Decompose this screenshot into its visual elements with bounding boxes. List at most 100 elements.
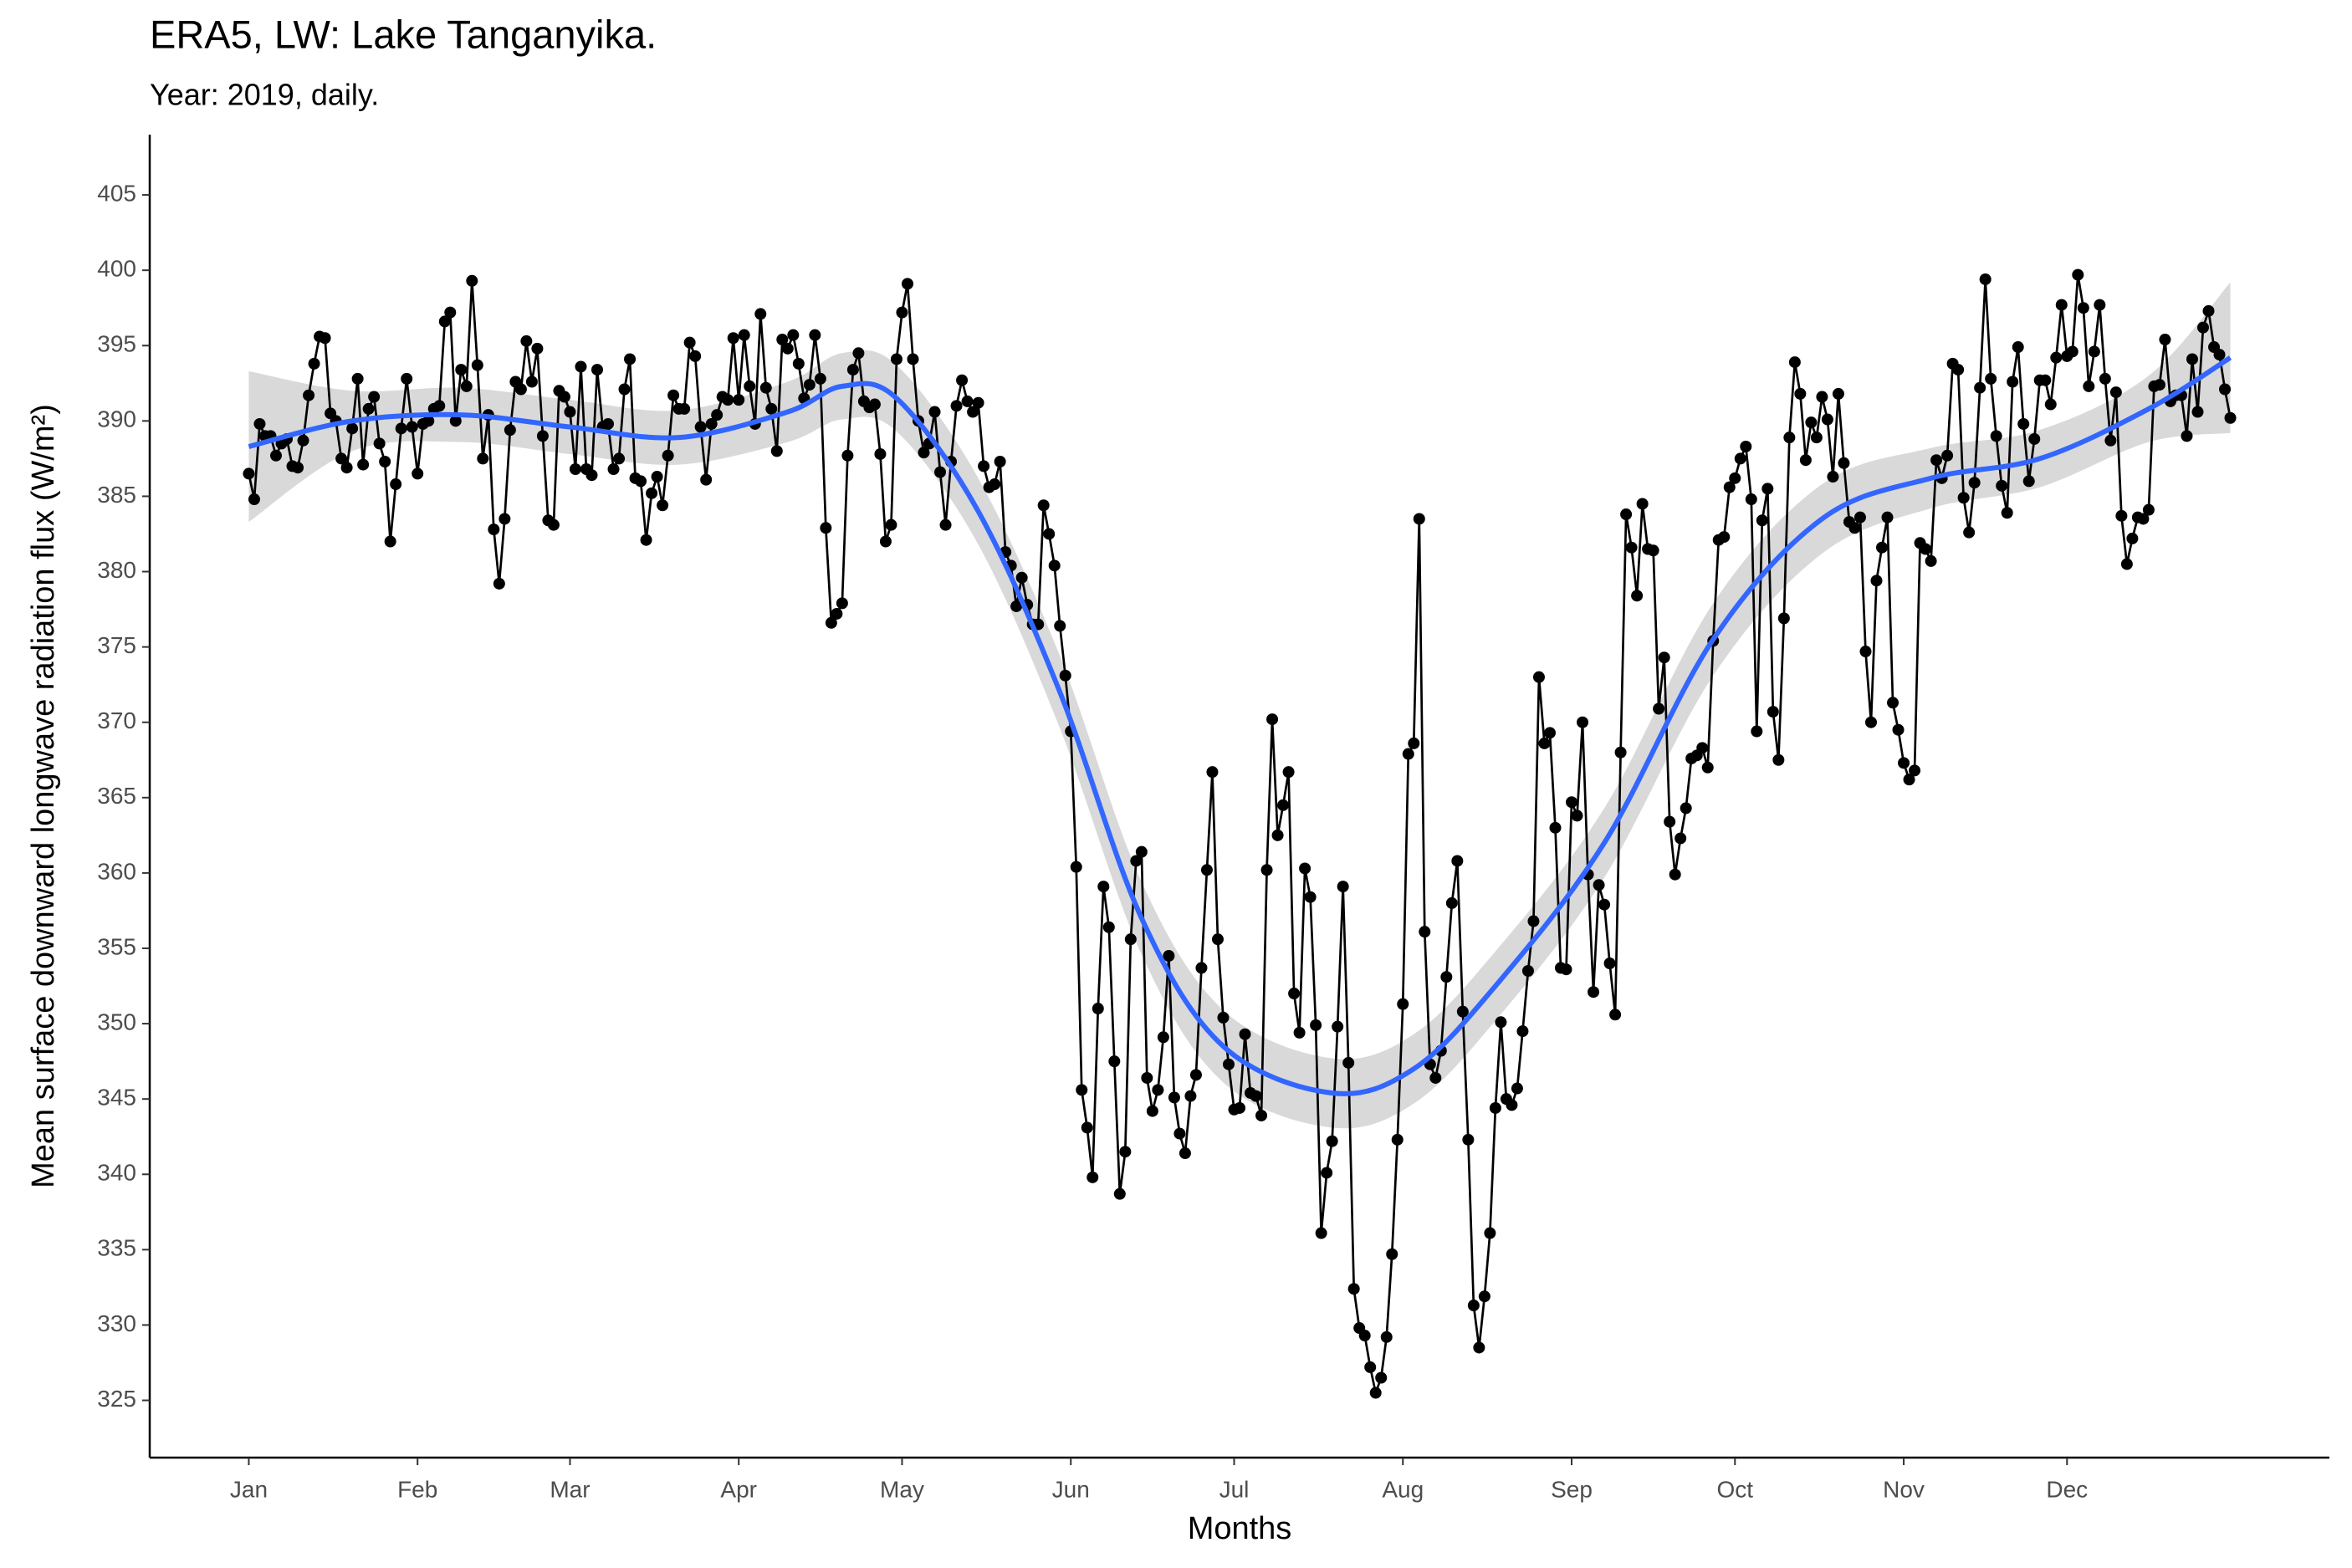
data-point — [1467, 1300, 1480, 1312]
data-point — [1271, 829, 1284, 841]
data-point — [602, 417, 615, 430]
data-point — [1408, 737, 1420, 749]
data-point — [841, 449, 854, 462]
x-tick-label: Apr — [720, 1476, 757, 1502]
data-point — [1152, 1084, 1164, 1096]
data-point — [2072, 268, 2084, 281]
data-point — [2012, 341, 2024, 354]
data-point — [700, 473, 713, 486]
data-point — [2115, 509, 2128, 522]
data-point — [607, 463, 620, 476]
data-point — [1260, 864, 1273, 876]
data-point — [803, 379, 816, 391]
data-point — [1832, 387, 1844, 400]
x-tick-label: Aug — [1382, 1476, 1424, 1502]
y-tick-label: 395 — [97, 331, 136, 357]
data-point — [1664, 815, 1676, 828]
data-point — [939, 518, 952, 531]
data-point — [1974, 381, 1986, 394]
x-tick-label: Nov — [1883, 1476, 1925, 1502]
data-point — [1282, 766, 1295, 779]
data-point — [1250, 1090, 1262, 1102]
data-point — [1838, 457, 1850, 469]
data-point — [1419, 926, 1431, 938]
data-point — [1456, 1005, 1469, 1018]
data-point — [972, 396, 984, 409]
data-point — [1521, 965, 1534, 978]
data-point — [1369, 1387, 1382, 1399]
data-point — [1506, 1099, 1518, 1111]
data-point — [1222, 1058, 1235, 1070]
data-point — [1386, 1248, 1398, 1260]
data-point — [1859, 646, 1872, 658]
data-point — [362, 402, 375, 415]
data-point — [1920, 543, 1932, 555]
data-point — [1048, 559, 1061, 572]
data-point — [2120, 558, 2133, 570]
data-point — [2088, 345, 2100, 358]
y-axis-title: Mean surface downward longwave radiation… — [26, 404, 61, 1188]
data-point — [1761, 483, 1774, 495]
y-tick-label: 330 — [97, 1310, 136, 1336]
data-point — [759, 381, 772, 394]
data-point — [1734, 452, 1746, 465]
data-point — [1189, 1069, 1202, 1081]
y-tick-label: 380 — [97, 557, 136, 583]
data-point — [1909, 764, 1921, 777]
data-point — [1729, 472, 1741, 484]
data-point — [2213, 349, 2226, 361]
data-point — [1680, 802, 1692, 815]
data-point — [1081, 1121, 1093, 1134]
y-tick-label: 375 — [97, 632, 136, 658]
data-point — [2022, 475, 2035, 488]
data-point — [781, 342, 794, 355]
data-point — [547, 518, 560, 531]
data-point — [1745, 493, 1757, 506]
data-point — [412, 467, 424, 480]
data-point — [1669, 868, 1681, 881]
data-point — [961, 395, 974, 407]
data-point — [1898, 757, 1910, 769]
data-point — [705, 417, 718, 430]
data-point — [1484, 1227, 1496, 1239]
data-point — [1968, 477, 1981, 489]
data-point — [525, 375, 538, 388]
data-point — [1015, 571, 1028, 584]
data-point — [340, 462, 353, 474]
data-point — [1864, 716, 1877, 728]
data-point — [918, 447, 930, 459]
data-point — [868, 398, 881, 411]
data-point — [1217, 1011, 1230, 1024]
data-point — [836, 597, 848, 610]
data-point — [1767, 706, 1779, 718]
data-point — [1489, 1101, 1501, 1114]
data-point — [1157, 1031, 1169, 1044]
data-point — [678, 402, 691, 415]
y-tick-label: 355 — [97, 933, 136, 959]
data-point — [368, 391, 381, 403]
data-point — [1141, 1071, 1153, 1084]
data-point — [852, 347, 865, 360]
data-point — [1990, 430, 2002, 442]
data-point — [335, 452, 348, 465]
data-point — [1293, 1026, 1306, 1039]
data-point — [1113, 1187, 1126, 1200]
data-point — [1054, 620, 1066, 632]
data-point — [2094, 299, 2106, 311]
x-tick-label: Mar — [550, 1476, 590, 1502]
data-point — [1130, 855, 1143, 867]
data-point — [825, 616, 837, 629]
confidence-band — [248, 282, 2231, 1129]
data-point — [896, 306, 908, 319]
data-point — [1397, 998, 1409, 1010]
data-point — [1495, 1016, 1507, 1029]
data-point — [1979, 273, 1992, 285]
data-point — [1413, 513, 1425, 525]
data-point — [1985, 372, 1997, 385]
y-tick-label: 370 — [97, 707, 136, 733]
data-point — [1516, 1025, 1529, 1038]
data-point — [1326, 1135, 1338, 1147]
data-point — [1588, 986, 1600, 999]
x-tick-label: Jul — [1219, 1476, 1250, 1502]
data-point — [1511, 1082, 1523, 1095]
